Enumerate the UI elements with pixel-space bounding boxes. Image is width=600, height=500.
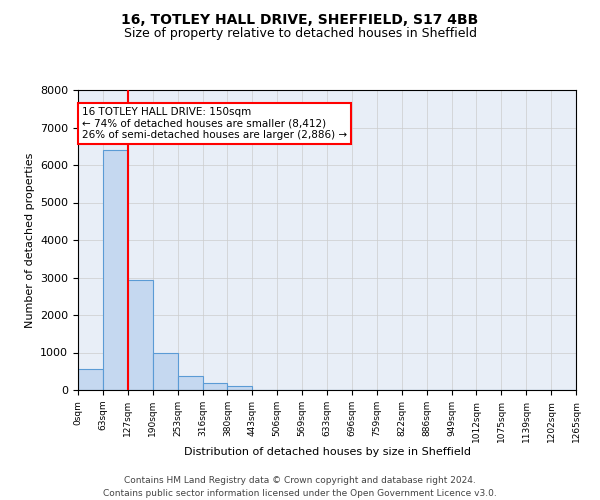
Text: 16, TOTLEY HALL DRIVE, SHEFFIELD, S17 4BB: 16, TOTLEY HALL DRIVE, SHEFFIELD, S17 4B…	[121, 12, 479, 26]
Text: 16 TOTLEY HALL DRIVE: 150sqm
← 74% of detached houses are smaller (8,412)
26% of: 16 TOTLEY HALL DRIVE: 150sqm ← 74% of de…	[82, 107, 347, 140]
Bar	[128, 280, 153, 390]
Bar	[178, 376, 203, 390]
Bar	[152, 353, 178, 390]
Bar	[227, 386, 253, 390]
Text: Contains HM Land Registry data © Crown copyright and database right 2024.
Contai: Contains HM Land Registry data © Crown c…	[103, 476, 497, 498]
Bar	[103, 150, 128, 390]
X-axis label: Distribution of detached houses by size in Sheffield: Distribution of detached houses by size …	[184, 448, 470, 458]
Bar	[78, 369, 103, 390]
Bar	[203, 384, 227, 390]
Text: Size of property relative to detached houses in Sheffield: Size of property relative to detached ho…	[124, 28, 476, 40]
Y-axis label: Number of detached properties: Number of detached properties	[25, 152, 35, 328]
